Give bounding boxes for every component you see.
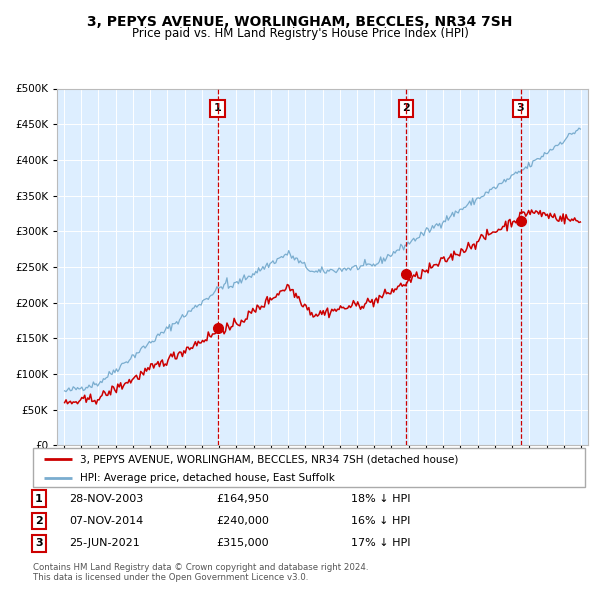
Text: Price paid vs. HM Land Registry's House Price Index (HPI): Price paid vs. HM Land Registry's House … xyxy=(131,27,469,40)
Text: £240,000: £240,000 xyxy=(216,516,269,526)
Text: 3: 3 xyxy=(517,103,524,113)
Text: 3: 3 xyxy=(35,539,43,548)
Text: HPI: Average price, detached house, East Suffolk: HPI: Average price, detached house, East… xyxy=(80,473,335,483)
Text: 2: 2 xyxy=(35,516,43,526)
Text: 18% ↓ HPI: 18% ↓ HPI xyxy=(351,494,410,503)
Text: 07-NOV-2014: 07-NOV-2014 xyxy=(69,516,143,526)
Text: This data is licensed under the Open Government Licence v3.0.: This data is licensed under the Open Gov… xyxy=(33,573,308,582)
Text: 25-JUN-2021: 25-JUN-2021 xyxy=(69,539,140,548)
Text: 16% ↓ HPI: 16% ↓ HPI xyxy=(351,516,410,526)
Text: 28-NOV-2003: 28-NOV-2003 xyxy=(69,494,143,503)
Text: £315,000: £315,000 xyxy=(216,539,269,548)
Text: 3, PEPYS AVENUE, WORLINGHAM, BECCLES, NR34 7SH (detached house): 3, PEPYS AVENUE, WORLINGHAM, BECCLES, NR… xyxy=(80,454,458,464)
Text: 3, PEPYS AVENUE, WORLINGHAM, BECCLES, NR34 7SH: 3, PEPYS AVENUE, WORLINGHAM, BECCLES, NR… xyxy=(88,15,512,29)
Text: 1: 1 xyxy=(35,494,43,503)
Text: 2: 2 xyxy=(402,103,410,113)
Text: Contains HM Land Registry data © Crown copyright and database right 2024.: Contains HM Land Registry data © Crown c… xyxy=(33,563,368,572)
Text: £164,950: £164,950 xyxy=(216,494,269,503)
Text: 17% ↓ HPI: 17% ↓ HPI xyxy=(351,539,410,548)
FancyBboxPatch shape xyxy=(33,448,585,487)
Text: 1: 1 xyxy=(214,103,221,113)
